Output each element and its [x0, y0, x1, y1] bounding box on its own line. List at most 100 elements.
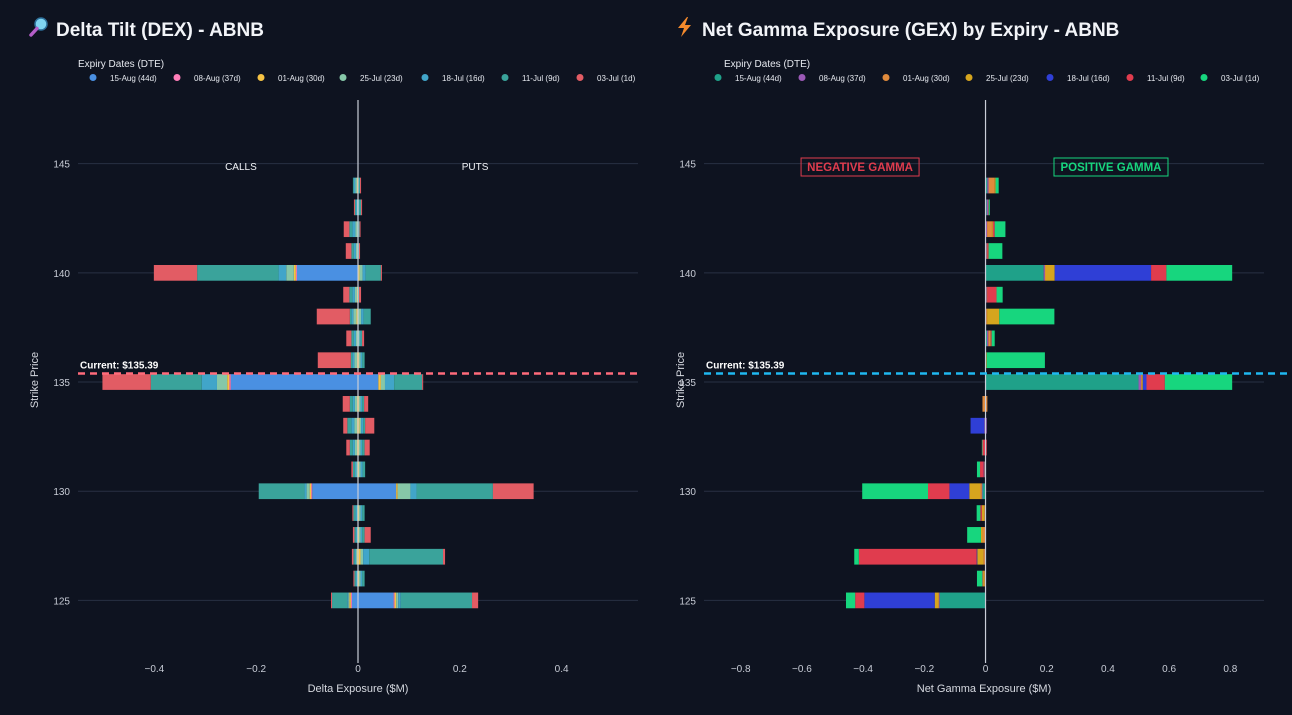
- y-tick-label: 135: [679, 378, 696, 389]
- lightning-icon: [674, 16, 696, 44]
- legend-marker: [501, 74, 509, 81]
- bar-segment: [1146, 374, 1165, 390]
- x-tick-label: 0.2: [1040, 664, 1054, 675]
- bar-segment: [359, 352, 361, 369]
- bar-segment: [397, 483, 411, 500]
- x-tick-label: 0.4: [1101, 664, 1115, 675]
- bar-segment: [351, 330, 354, 347]
- bar-segment: [359, 505, 361, 521]
- bar-segment: [994, 177, 996, 194]
- bar-segment: [472, 592, 479, 609]
- bar-segment: [359, 330, 361, 347]
- bar-segment: [350, 592, 352, 609]
- bar-segment: [362, 570, 365, 587]
- bar-segment: [380, 264, 382, 281]
- bar-segment: [939, 592, 940, 609]
- bar-segment: [855, 592, 865, 609]
- bar-segment: [393, 592, 395, 609]
- bar-segment: [976, 505, 981, 521]
- bar-segment: [354, 570, 356, 587]
- bar-segment: [991, 330, 995, 347]
- bar-segment: [360, 439, 363, 456]
- bar-segment: [352, 439, 355, 456]
- bar-segment: [394, 592, 397, 609]
- bar-segment: [986, 308, 988, 325]
- legend-marker: [89, 74, 97, 81]
- bar-segment: [934, 592, 939, 609]
- bar-segment: [985, 199, 987, 216]
- bar-segment: [987, 330, 989, 347]
- bar-segment: [987, 243, 989, 259]
- y-tick-label: 125: [53, 596, 70, 607]
- current-price-label: Current: $135.39: [706, 361, 785, 372]
- x-tick-label: −0.4: [144, 664, 164, 675]
- x-tick-label: −0.6: [792, 664, 812, 675]
- bar-segment: [355, 527, 357, 543]
- bar-segment: [354, 286, 357, 303]
- y-tick-label: 140: [53, 269, 70, 280]
- bar-segment: [358, 592, 394, 609]
- legend-marker: [173, 74, 181, 81]
- bar-segment: [380, 374, 385, 390]
- bar-segment: [984, 570, 986, 587]
- bar-segment: [353, 570, 355, 587]
- bar-segment: [229, 374, 231, 390]
- legend-marker: [576, 74, 584, 81]
- bar-segment: [361, 308, 364, 325]
- bar-segment: [359, 286, 362, 303]
- bar-segment: [360, 396, 363, 412]
- x-tick-label: 0.6: [1162, 664, 1176, 675]
- x-tick-label: −0.2: [914, 664, 934, 675]
- bar-segment: [354, 396, 357, 412]
- bar-segment: [986, 352, 1045, 369]
- positive-gamma-box: [1053, 157, 1169, 177]
- bar-segment: [306, 483, 310, 500]
- legend-entry: 25-Jul (23d): [360, 74, 403, 83]
- bar-segment: [1138, 374, 1141, 390]
- bar-segment: [988, 199, 990, 216]
- bar-segment: [362, 527, 365, 543]
- bar-segment: [995, 177, 999, 194]
- y-tick-label: 135: [53, 378, 70, 389]
- legend-marker: [1126, 74, 1134, 81]
- legend-entry: 08-Aug (37d): [194, 74, 241, 83]
- bar-segment: [346, 330, 352, 347]
- bar-segment: [985, 286, 987, 303]
- bar-segment: [359, 570, 361, 587]
- puts-label: PUTS: [462, 162, 489, 173]
- bar-segment: [349, 439, 353, 456]
- bar-segment: [359, 417, 362, 434]
- bar-segment: [1142, 374, 1147, 390]
- bar-segment: [864, 592, 935, 609]
- bar-segment: [984, 505, 986, 521]
- bar-segment: [358, 417, 360, 434]
- bar-segment: [987, 177, 989, 194]
- bar-segment: [981, 483, 983, 500]
- legend-marker: [798, 74, 806, 81]
- bar-segment: [365, 264, 381, 281]
- bar-segment: [982, 439, 986, 456]
- bar-segment: [352, 396, 355, 412]
- bar-segment: [359, 461, 361, 478]
- bar-segment: [980, 505, 982, 521]
- bar-segment: [981, 505, 985, 521]
- legend-title: Expiry Dates (DTE): [724, 59, 810, 70]
- bar-segment: [353, 199, 355, 216]
- legend-marker: [882, 74, 890, 81]
- bar-segment: [985, 243, 987, 259]
- bar-segment: [939, 592, 986, 609]
- bar-segment: [362, 330, 365, 347]
- bar-segment: [988, 177, 995, 194]
- bar-segment: [350, 352, 353, 369]
- bar-segment: [987, 221, 992, 238]
- bar-segment: [358, 483, 397, 500]
- bar-segment: [353, 243, 356, 259]
- y-tick-label: 140: [679, 269, 696, 280]
- x-tick-label: 0.2: [453, 664, 467, 675]
- bar-segment: [358, 177, 361, 194]
- bar-segment: [986, 199, 988, 216]
- legend-marker: [339, 74, 347, 81]
- bar-segment: [398, 592, 401, 609]
- bar-segment: [360, 570, 363, 587]
- bar-segment: [985, 417, 987, 434]
